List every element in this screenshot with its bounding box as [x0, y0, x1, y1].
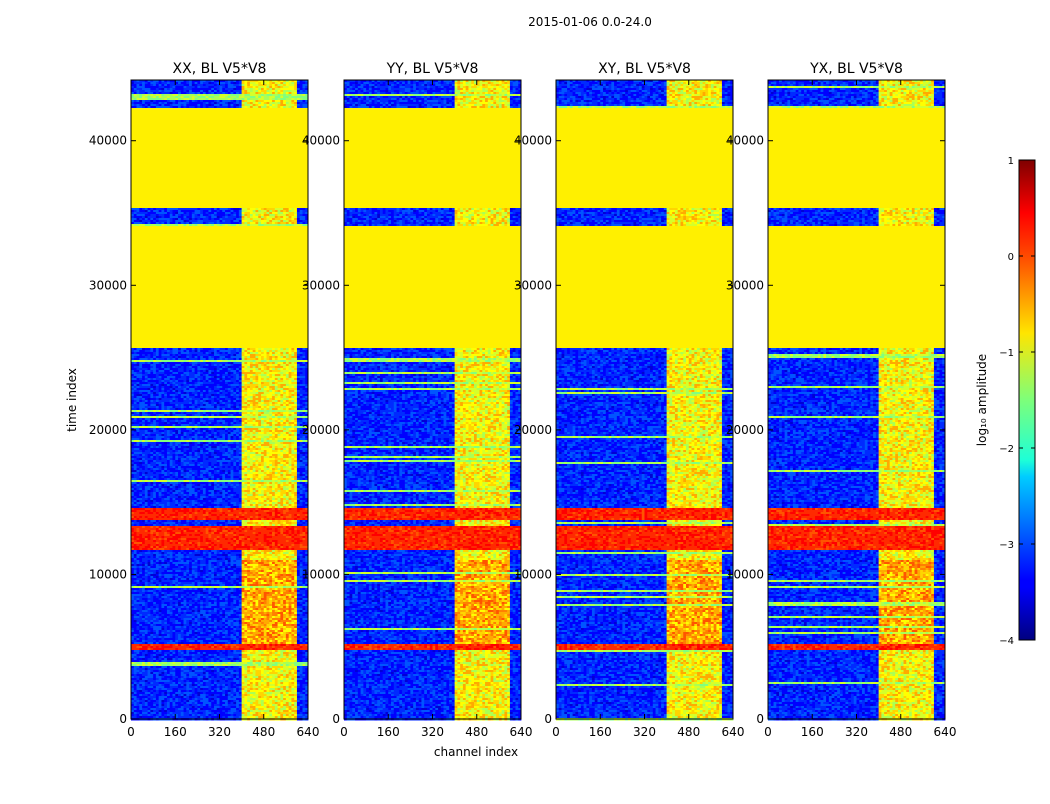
- figure-suptitle: 2015-01-06 0.0-24.0: [528, 15, 652, 29]
- figure: 2015-01-06 0.0-24.0 XX, BL V5*V8 0 160 320 4…: [0, 0, 1050, 800]
- figure-svg: 2015-01-06 0.0-24.0 XX, BL V5*V80 160 320 4…: [0, 0, 1050, 800]
- panels: XX, BL V5*V80 160 320 480 640010000200003000…: [89, 61, 957, 739]
- heatmap-panel: XX, BL V5*V80 160 320 480 640010000200003000…: [89, 61, 320, 739]
